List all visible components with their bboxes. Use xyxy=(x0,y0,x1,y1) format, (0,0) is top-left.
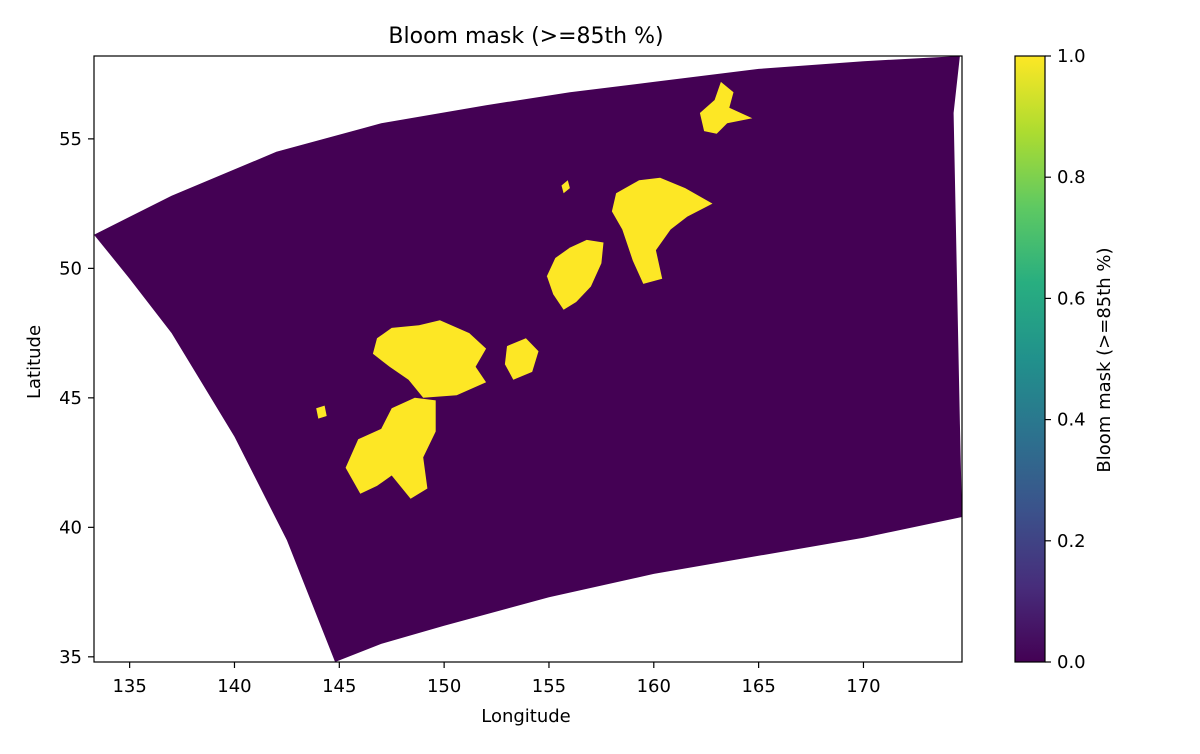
x-tick-label: 140 xyxy=(217,676,251,697)
colorbar-label: Bloom mask (>=85th %) xyxy=(1094,247,1115,472)
bloom-patch-154-46 xyxy=(504,338,539,380)
colorbar-tick-label: 0.4 xyxy=(1057,410,1086,431)
bloom-patch-144-44 xyxy=(316,405,327,419)
chart-title: Bloom mask (>=85th %) xyxy=(388,24,663,49)
x-tick-label: 170 xyxy=(846,676,880,697)
x-tick-label: 155 xyxy=(532,676,566,697)
bloom-patch-159-52 xyxy=(611,177,713,284)
colorbar-tick-label: 0.8 xyxy=(1057,167,1086,188)
colorbar-tick-label: 0.6 xyxy=(1057,288,1086,309)
y-tick-label: 55 xyxy=(59,129,82,150)
x-tick-label: 160 xyxy=(637,676,671,697)
bloom-patch-163-56 xyxy=(699,81,753,134)
axes: 135 140 145 150 155 160 165 170 35 40 45 50 55 xyxy=(59,55,963,697)
y-tick-label: 50 xyxy=(59,258,82,279)
x-tick-label: 135 xyxy=(112,676,146,697)
y-tick-label: 40 xyxy=(59,517,82,538)
colorbar-tick-label: 0.2 xyxy=(1057,531,1086,552)
plot-frame xyxy=(93,55,963,663)
colorbar: 0.0 0.2 0.4 0.6 0.8 1.0 xyxy=(1014,46,1086,673)
x-axis-label: Longitude xyxy=(481,706,571,727)
x-tick-label: 145 xyxy=(322,676,356,697)
x-tick-label: 165 xyxy=(741,676,775,697)
y-tick-label: 35 xyxy=(59,647,82,668)
y-axis-label: Latitude xyxy=(24,325,45,399)
bloom-patch-150-47 xyxy=(372,320,487,398)
x-tick-label: 150 xyxy=(427,676,461,697)
colorbar-scale xyxy=(1014,55,1046,663)
colorbar-tick-label: 0.0 xyxy=(1057,652,1086,673)
bloom-patch-156-50 xyxy=(546,239,604,310)
bloom-patch-155-53 xyxy=(561,180,570,194)
colorbar-tick-label: 1.0 xyxy=(1057,46,1086,67)
bloom-patch-148-43 xyxy=(345,397,436,499)
y-tick-label: 45 xyxy=(59,388,82,409)
plot-area xyxy=(94,56,962,662)
